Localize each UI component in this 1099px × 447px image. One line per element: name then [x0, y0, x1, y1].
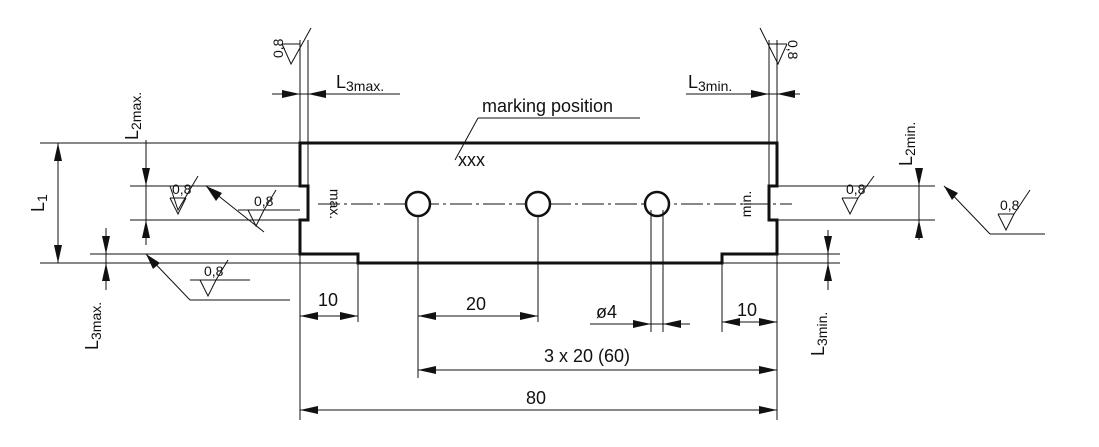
roughness-value-right-2: 0,8: [1000, 197, 1020, 213]
roughness-symbol-top-right: [759, 27, 788, 66]
roughness-symbol-right-1: [841, 175, 875, 216]
extension-lines: [40, 40, 935, 420]
dim-3x20-label: 3 x 20 (60): [544, 346, 630, 366]
min-label: min.: [738, 191, 754, 217]
dim-d4-label: ø4: [596, 302, 617, 322]
roughness-value-bottom-left: 0,8: [204, 263, 224, 279]
L1-label: L1: [28, 194, 50, 212]
L3max-top-label: L3max.: [336, 72, 384, 94]
roughness-symbol-right-2: [943, 185, 1045, 235]
roughness-value-right-1: 0,8: [846, 181, 866, 197]
roughness-value-top-right: 0,8: [785, 40, 801, 60]
max-label: max.: [327, 189, 343, 219]
L2max-label: L2max.: [122, 92, 144, 140]
dim-80-label: 80: [526, 388, 546, 408]
roughness-symbol-bottom-left: [145, 253, 290, 301]
roughness-symbol-top-left: [281, 27, 312, 66]
L3min-side-label: L3min.: [808, 312, 830, 356]
marking-xxx-label: xxx: [458, 150, 485, 170]
dim-10-left-label: 10: [318, 290, 338, 310]
L2min-label: L2min.: [896, 122, 918, 166]
roughness-value-left-1: 0,8: [172, 181, 192, 197]
roughness-symbol-left-1: [130, 175, 199, 216]
L3min-top-label: L3min.: [688, 72, 732, 94]
marking-position-label: marking position: [482, 96, 613, 116]
hole-1: [404, 190, 432, 218]
hole-3: [643, 190, 671, 218]
hole-2: [524, 190, 552, 218]
roughness-value-top-left: 0,8: [270, 38, 286, 58]
dimension-lines: [54, 90, 923, 414]
dim-10-right-label: 10: [737, 300, 757, 320]
L3max-side-label: L3max.: [82, 302, 104, 350]
roughness-symbol-left-2: [205, 185, 300, 233]
roughness-value-left-2: 0,8: [254, 193, 274, 209]
dim-20-label: 20: [466, 294, 486, 314]
